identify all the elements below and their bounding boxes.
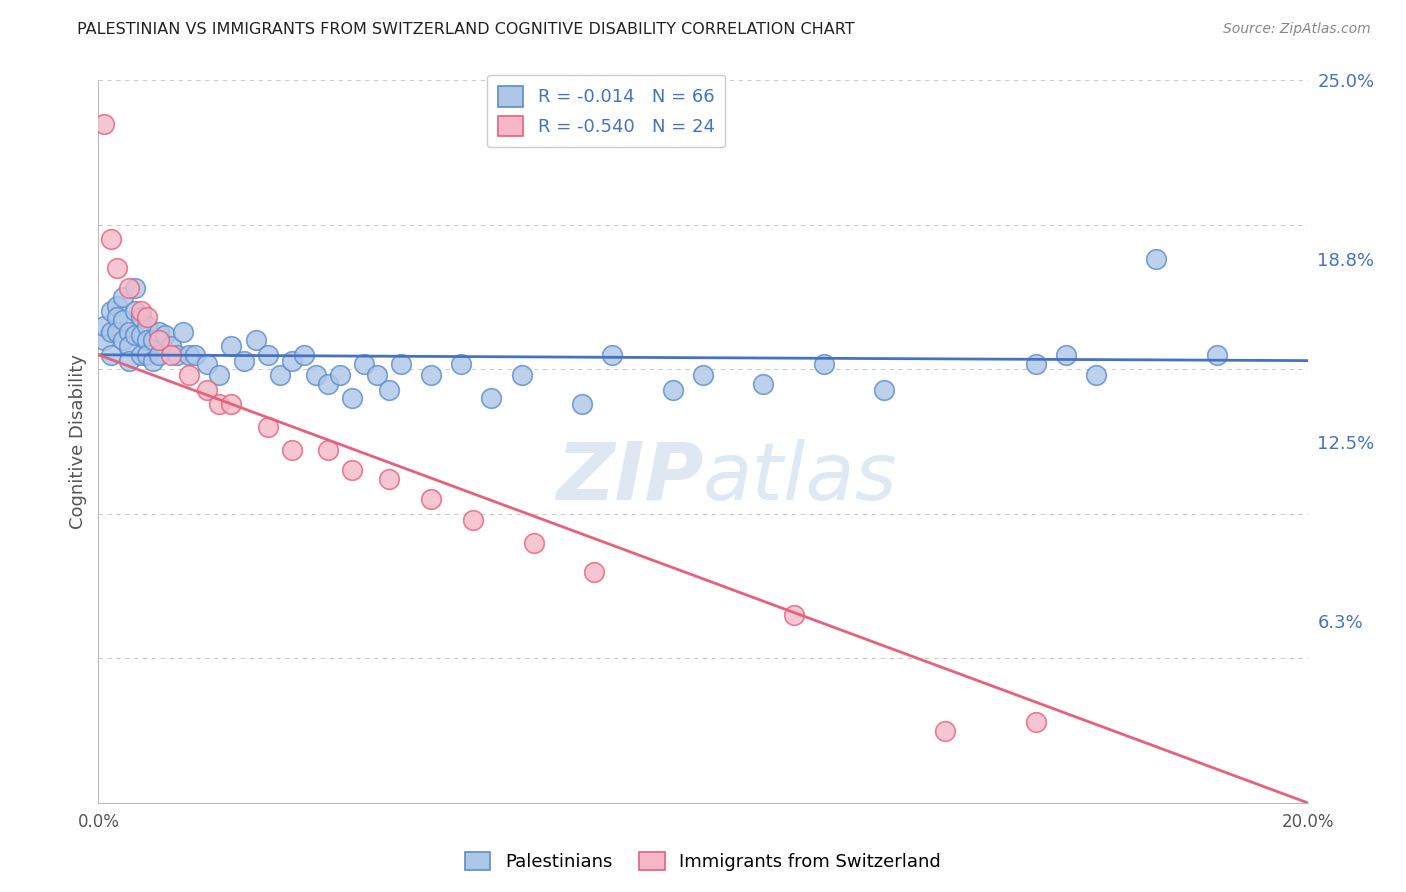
Point — [100, 325, 122, 339]
Point — [420, 492, 443, 507]
Point — [232, 353, 254, 368]
Point — [129, 327, 152, 342]
Point — [100, 232, 122, 246]
Point — [111, 334, 134, 348]
Text: atlas: atlas — [703, 439, 898, 516]
Point — [256, 348, 278, 362]
Point — [342, 463, 364, 477]
Point — [124, 304, 146, 318]
Point — [481, 391, 503, 405]
Point — [1024, 357, 1046, 371]
Point — [377, 472, 399, 486]
Point — [153, 327, 176, 342]
Point — [148, 325, 170, 339]
Point — [1054, 348, 1077, 362]
Point — [873, 383, 896, 397]
Point — [281, 353, 304, 368]
Point — [124, 327, 146, 342]
Point — [583, 565, 606, 579]
Point — [523, 535, 546, 549]
Point — [510, 368, 533, 382]
Point — [129, 304, 152, 318]
Point — [316, 376, 339, 391]
Point — [129, 348, 152, 362]
Point — [184, 348, 207, 362]
Point — [179, 368, 201, 382]
Point — [305, 368, 328, 382]
Y-axis label: Cognitive Disability: Cognitive Disability — [69, 354, 87, 529]
Legend: R = -0.014   N = 66, R = -0.540   N = 24: R = -0.014 N = 66, R = -0.540 N = 24 — [486, 75, 725, 147]
Point — [111, 313, 134, 327]
Point — [100, 304, 122, 318]
Text: ZIP: ZIP — [555, 439, 703, 516]
Point — [783, 607, 806, 622]
Point — [316, 443, 339, 458]
Point — [166, 348, 188, 362]
Point — [135, 310, 157, 325]
Point — [602, 348, 624, 362]
Point — [124, 281, 146, 295]
Text: Source: ZipAtlas.com: Source: ZipAtlas.com — [1223, 22, 1371, 37]
Point — [934, 723, 956, 738]
Point — [118, 325, 141, 339]
Point — [179, 348, 201, 362]
Point — [148, 348, 170, 362]
Point — [1144, 252, 1167, 267]
Point — [269, 368, 291, 382]
Point — [148, 334, 170, 348]
Legend: Palestinians, Immigrants from Switzerland: Palestinians, Immigrants from Switzerlan… — [458, 845, 948, 879]
Point — [118, 281, 141, 295]
Point — [292, 348, 315, 362]
Point — [195, 357, 218, 371]
Point — [118, 353, 141, 368]
Point — [111, 290, 134, 304]
Point — [256, 420, 278, 434]
Point — [245, 334, 267, 348]
Point — [142, 334, 165, 348]
Point — [571, 397, 593, 411]
Point — [93, 318, 115, 333]
Point — [208, 368, 231, 382]
Point — [813, 357, 835, 371]
Point — [142, 353, 165, 368]
Point — [93, 334, 115, 348]
Point — [281, 443, 304, 458]
Point — [450, 357, 472, 371]
Point — [1085, 368, 1108, 382]
Point — [100, 348, 122, 362]
Point — [105, 299, 128, 313]
Point — [129, 310, 152, 325]
Point — [105, 261, 128, 276]
Point — [135, 334, 157, 348]
Point — [135, 318, 157, 333]
Point — [172, 325, 194, 339]
Text: PALESTINIAN VS IMMIGRANTS FROM SWITZERLAND COGNITIVE DISABILITY CORRELATION CHAR: PALESTINIAN VS IMMIGRANTS FROM SWITZERLA… — [77, 22, 855, 37]
Point — [752, 376, 775, 391]
Point — [353, 357, 375, 371]
Point — [221, 339, 243, 353]
Point — [93, 117, 115, 131]
Point — [329, 368, 352, 382]
Point — [463, 512, 485, 526]
Point — [342, 391, 364, 405]
Point — [221, 397, 243, 411]
Point — [160, 348, 183, 362]
Point — [105, 325, 128, 339]
Point — [135, 348, 157, 362]
Point — [208, 397, 231, 411]
Point — [366, 368, 388, 382]
Point — [195, 383, 218, 397]
Point — [1024, 714, 1046, 729]
Point — [389, 357, 412, 371]
Point — [661, 383, 683, 397]
Point — [377, 383, 399, 397]
Point — [420, 368, 443, 382]
Point — [1206, 348, 1229, 362]
Point — [118, 339, 141, 353]
Point — [160, 339, 183, 353]
Point — [105, 310, 128, 325]
Point — [692, 368, 714, 382]
